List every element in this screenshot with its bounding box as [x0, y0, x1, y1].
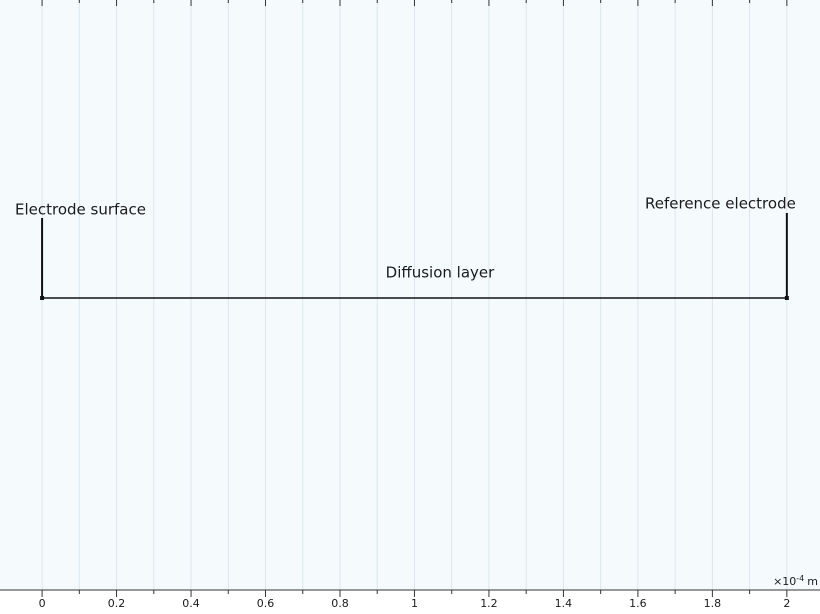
vertex: [784, 296, 789, 300]
x-tick-label: 1: [411, 597, 418, 610]
x-tick-label: 1.8: [704, 597, 722, 610]
x-tick-label: 1.6: [629, 597, 647, 610]
plot-background: [0, 0, 820, 590]
label-diffusion-layer: Diffusion layer: [386, 264, 495, 282]
x-tick-label: 1.4: [555, 597, 573, 610]
scale-prefix: ×10: [773, 575, 796, 588]
axis-scale-label: ×10-4 m: [773, 574, 818, 589]
x-tick-label: 0.2: [108, 597, 126, 610]
scale-exponent: -4: [796, 574, 804, 583]
x-tick-label: 0.4: [182, 597, 200, 610]
scale-unit: m: [807, 575, 818, 588]
x-tick-label: 0: [39, 597, 46, 610]
x-tick-label: 0.6: [257, 597, 275, 610]
vertex: [40, 296, 45, 300]
label-electrode-surface: Electrode surface: [15, 201, 146, 219]
label-reference-electrode: Reference electrode: [645, 195, 796, 213]
x-tick-label: 0.8: [331, 597, 349, 610]
x-tick-label: 1.2: [480, 597, 498, 610]
x-tick-label: 2: [783, 597, 790, 610]
